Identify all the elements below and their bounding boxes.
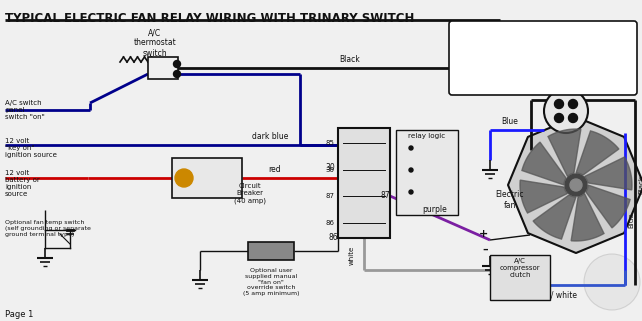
Circle shape — [570, 179, 582, 191]
Text: Preset pressure for fan relay ground: Preset pressure for fan relay ground — [478, 68, 608, 74]
Text: Blue/ white: Blue/ white — [534, 290, 577, 299]
Polygon shape — [548, 129, 581, 177]
Circle shape — [565, 174, 587, 196]
Text: A/C
compressor
clutch: A/C compressor clutch — [499, 258, 541, 278]
Text: 85: 85 — [325, 140, 334, 146]
Circle shape — [409, 168, 413, 172]
Text: Low pressure compressor cutoff: Low pressure compressor cutoff — [485, 56, 601, 62]
Circle shape — [173, 60, 180, 67]
Text: relay logic: relay logic — [408, 133, 446, 139]
Text: Blue: Blue — [501, 117, 519, 126]
Text: Page 1: Page 1 — [5, 310, 33, 319]
Circle shape — [175, 169, 193, 187]
Circle shape — [569, 100, 578, 108]
Text: Blue: Blue — [628, 212, 634, 228]
Polygon shape — [520, 180, 568, 213]
Polygon shape — [508, 117, 642, 253]
Polygon shape — [584, 157, 632, 190]
Circle shape — [555, 100, 564, 108]
Circle shape — [409, 146, 413, 150]
Polygon shape — [522, 142, 566, 185]
Bar — [148, 57, 178, 79]
Circle shape — [555, 114, 564, 123]
Bar — [490, 255, 550, 300]
Text: High pressure compressor cutoff: High pressure compressor cutoff — [484, 44, 602, 50]
Text: 87: 87 — [380, 192, 390, 201]
Text: 86: 86 — [328, 233, 338, 242]
Polygon shape — [586, 185, 630, 228]
Text: Black: Black — [638, 176, 642, 195]
Text: A/C
thermostat
switch: A/C thermostat switch — [134, 28, 177, 58]
FancyBboxPatch shape — [449, 21, 637, 95]
Text: dark blue: dark blue — [252, 132, 288, 141]
Text: 12 volt
battery or
ignition
source: 12 volt battery or ignition source — [5, 170, 40, 197]
Polygon shape — [576, 131, 619, 175]
Circle shape — [409, 190, 413, 194]
Text: –: – — [482, 245, 488, 255]
Circle shape — [569, 114, 578, 123]
Circle shape — [173, 71, 180, 77]
Text: 86: 86 — [325, 220, 334, 226]
Circle shape — [544, 89, 588, 133]
Text: purple: purple — [422, 205, 447, 214]
Text: TYPICAL ELECTRIC FAN RELAY WIRING WITH TRINARY SWITCH: TYPICAL ELECTRIC FAN RELAY WIRING WITH T… — [5, 12, 414, 25]
Text: A/C switch
panel
switch "on": A/C switch panel switch "on" — [5, 100, 45, 120]
Text: red: red — [269, 165, 281, 174]
Text: +: + — [479, 229, 488, 239]
Bar — [248, 242, 294, 260]
Polygon shape — [571, 194, 604, 241]
Text: 87: 87 — [325, 193, 334, 199]
Text: 30: 30 — [325, 167, 334, 173]
Text: Black: Black — [340, 55, 360, 64]
Polygon shape — [533, 195, 576, 239]
Bar — [172, 158, 242, 198]
Text: Trinary Switch: Trinary Switch — [503, 30, 582, 40]
Bar — [338, 128, 390, 238]
Text: white: white — [349, 245, 355, 265]
Text: white
ground: white ground — [496, 264, 521, 276]
Text: 12 volt
"key on"
ignition source: 12 volt "key on" ignition source — [5, 138, 57, 158]
Text: Circuit
Breaker
(40 amp): Circuit Breaker (40 amp) — [234, 183, 266, 204]
Bar — [396, 130, 458, 215]
Text: Optional user
supplied manual
"fan on"
override switch
(5 amp minimum): Optional user supplied manual "fan on" o… — [243, 268, 299, 296]
Text: Optional fan temp switch
(self grounding or separate
ground terminal type): Optional fan temp switch (self grounding… — [5, 220, 91, 237]
Circle shape — [584, 254, 640, 310]
Text: Electric
fan: Electric fan — [496, 190, 525, 210]
Text: 30: 30 — [325, 163, 335, 172]
